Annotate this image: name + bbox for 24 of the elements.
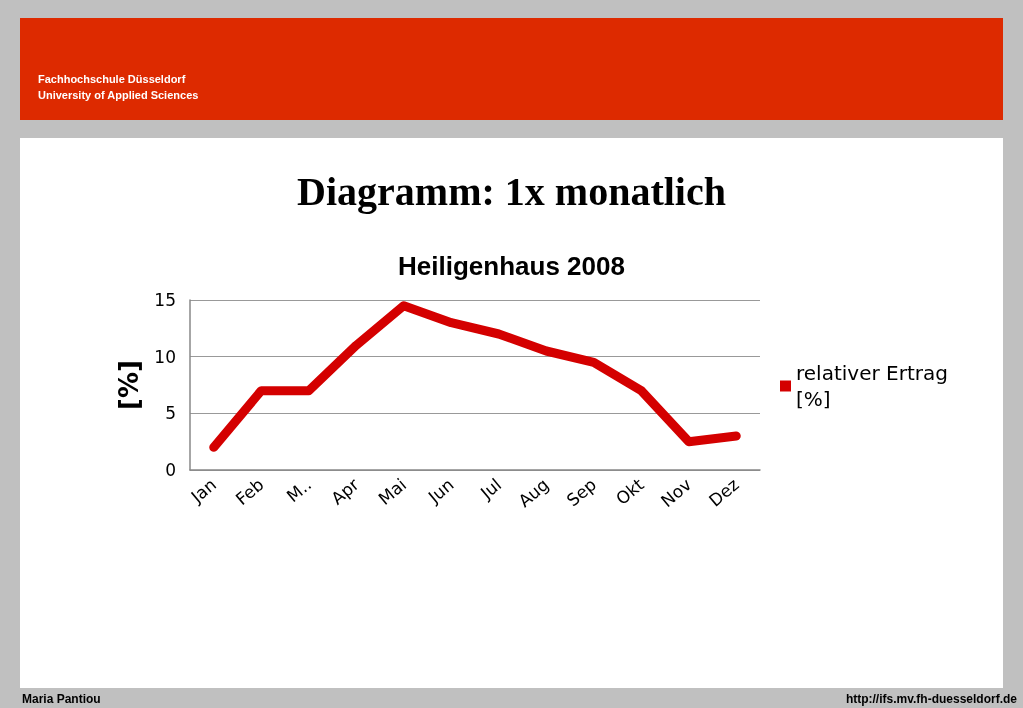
text: Fachhochschule Düsseldorf xyxy=(38,73,186,85)
x-tick-label: Okt xyxy=(611,474,648,509)
x-tick-label: M.. xyxy=(282,474,316,507)
text: University of Applied Sciences xyxy=(38,89,199,101)
x-tick-label: Jan xyxy=(186,474,221,508)
x-tick-label: Feb xyxy=(231,474,268,510)
x-tick-label: Apr xyxy=(327,474,363,509)
y-axis-title: [%] xyxy=(114,360,144,410)
text: http://ifs.mv.fh-duesseldorf.de xyxy=(845,692,1017,706)
text: Maria Pantiou xyxy=(22,692,101,706)
y-tick-label: 5 xyxy=(165,403,176,424)
legend-label: relativer Ertrag [%] xyxy=(796,361,955,411)
chart-title: Diagramm: 1x monatlich xyxy=(297,168,726,214)
y-tick-label: 10 xyxy=(154,346,176,367)
y-tick-label: 15 xyxy=(154,290,176,310)
x-tick-label: Jul xyxy=(475,474,506,504)
x-tick-label: Sep xyxy=(562,474,601,511)
x-tick-label: Nov xyxy=(656,474,696,511)
x-tick-label: Aug xyxy=(514,474,553,512)
x-tick-label: Dez xyxy=(704,474,743,511)
x-tick-label: Mai xyxy=(374,474,411,509)
y-tick-label: 0 xyxy=(165,460,176,480)
chart-subtitle: Heiligenhaus 2008 xyxy=(398,251,625,281)
x-tick-label: Jun xyxy=(423,474,458,508)
